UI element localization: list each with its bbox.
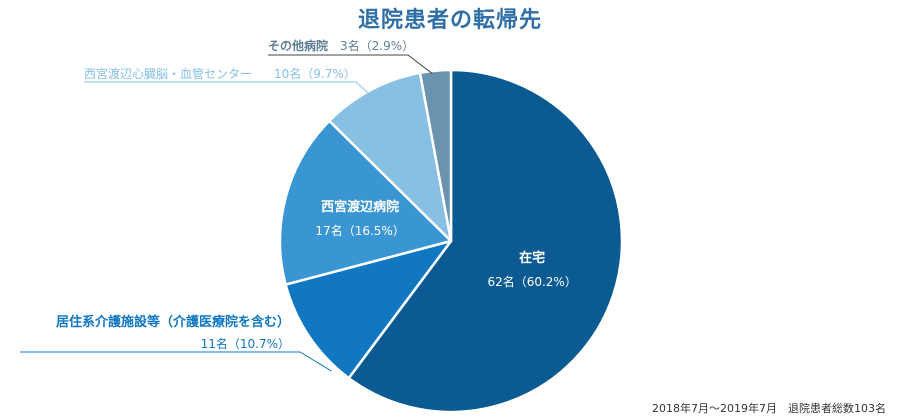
slice-label-value-1: 62名（60.2%） [487, 274, 576, 289]
chart-title: 退院患者の転帰先 [357, 8, 542, 33]
chart-footnote: 2018年7月～2019年7月 退院患者総数103名 [652, 402, 886, 415]
slice-label-name-4: 西宮渡辺心臓脳・血管センター [84, 66, 252, 81]
pie-slice-4 [328, 71, 453, 243]
slice-label-value-4: 10名（9.7%） [274, 66, 356, 81]
pie-slice-3 [278, 119, 453, 286]
slice-label-name-2: 居住系介護施設等（介護医療院を含む） [56, 314, 290, 330]
slice-label-value-3: 17名（16.5%） [315, 223, 404, 238]
leader-line-2 [20, 351, 332, 372]
slice-label-name-1: 在宅 [519, 250, 545, 266]
leader-line-5 [268, 54, 433, 75]
pie-slice-5 [418, 68, 453, 243]
slice-label-name-5: その他病院 [268, 38, 328, 53]
slice-label-value-5: 3名（2.9%） [340, 38, 414, 53]
slice-label-name-3: 西宮渡辺病院 [321, 199, 399, 215]
pie-slice-2 [284, 239, 453, 380]
slice-label-value-2: 11名（10.7%） [201, 336, 290, 351]
leader-line-4 [84, 81, 370, 95]
pie-slice-1 [347, 68, 624, 414]
